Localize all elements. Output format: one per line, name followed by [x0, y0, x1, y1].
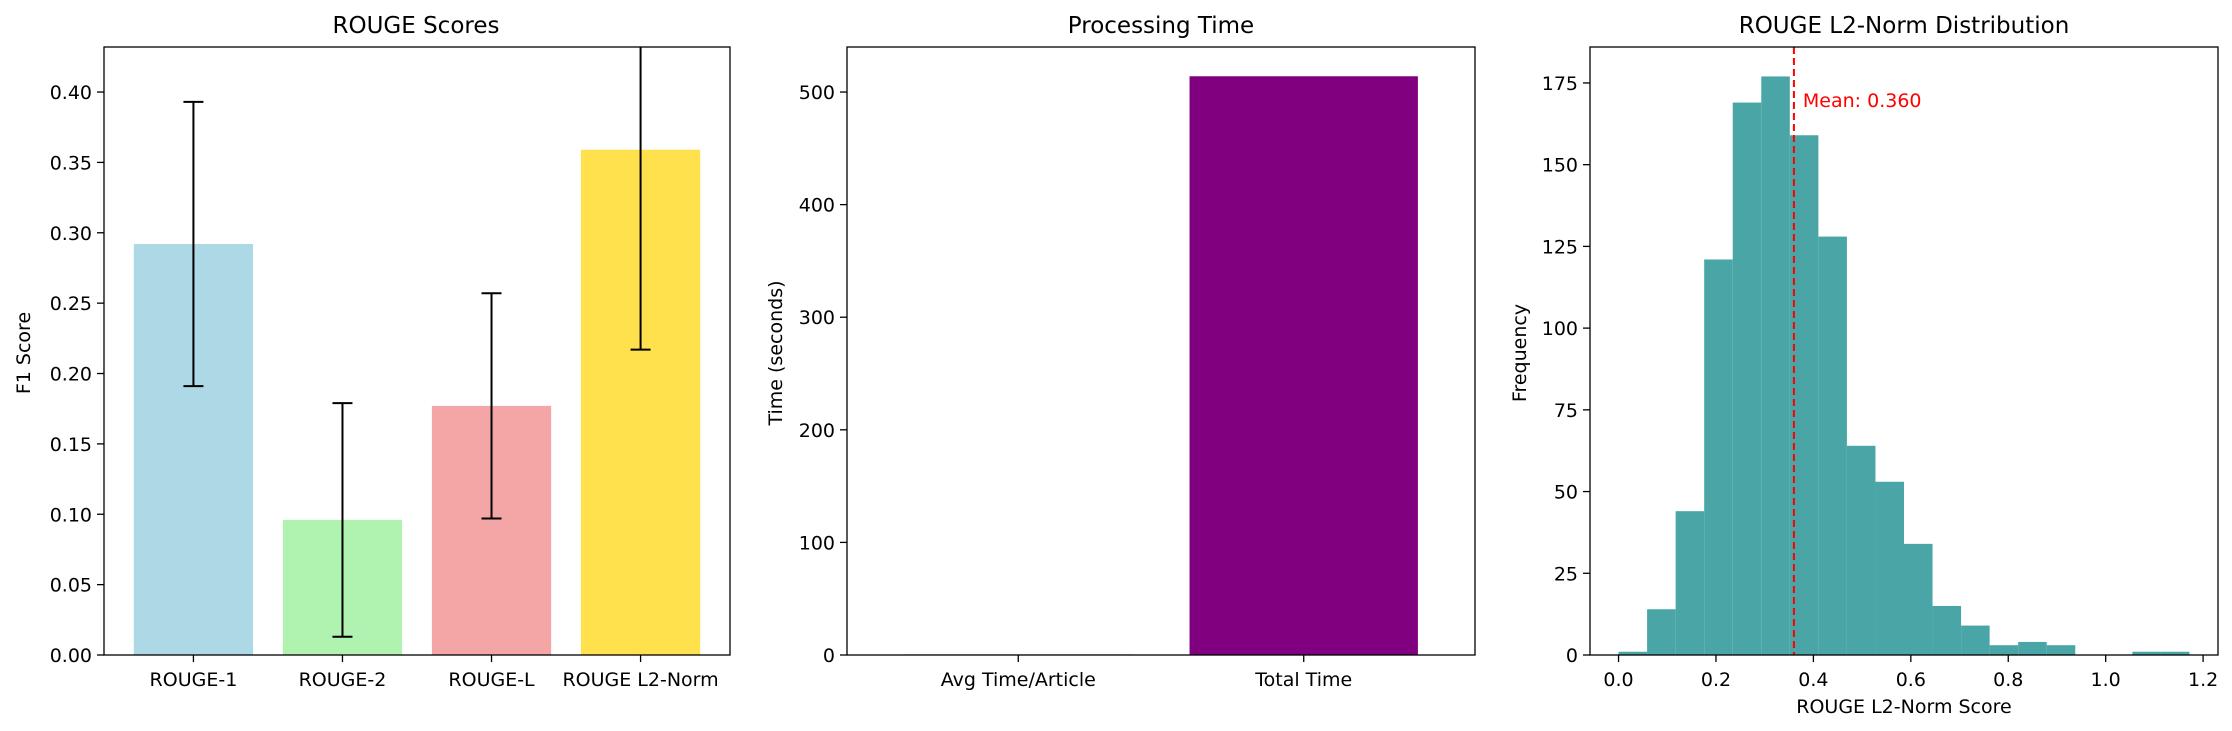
- mean-annotation: Mean: 0.360: [1803, 90, 1922, 112]
- y-tick-label: 50: [1554, 482, 1578, 504]
- chart-l2norm-distribution: Mean: 0.360 0 25 50 75 100 125 150 175 0.0 0.2 0.4 0…: [1509, 13, 2219, 718]
- y-tick-label: 0.35: [50, 152, 92, 174]
- x-tick-label: 1.0: [2091, 669, 2121, 691]
- x-tick-label: ROUGE-2: [299, 669, 387, 691]
- y-axis-label: Time (seconds): [765, 280, 787, 426]
- error-bars: [183, 47, 651, 638]
- chart-title: ROUGE Scores: [333, 13, 500, 39]
- y-tick-label: 0.10: [50, 504, 92, 526]
- y-tick-label: 0.30: [50, 223, 92, 245]
- y-tick-label: 0.05: [50, 575, 92, 597]
- chart-title: ROUGE L2-Norm Distribution: [1739, 13, 2070, 39]
- chart-processing-time-marks: 0 100 200 300 400 500 Avg Time/Article Total Ti…: [799, 46, 1476, 691]
- y-tick-label: 500: [799, 82, 835, 104]
- bar: [1189, 76, 1418, 656]
- y-tick-label: 150: [1542, 155, 1578, 177]
- histogram-bin: [1961, 625, 1990, 655]
- x-tick-label: Avg Time/Article: [941, 669, 1096, 691]
- y-tick-label: 0.40: [50, 82, 92, 104]
- histogram-bin: [1675, 511, 1705, 655]
- histogram-bin: [1647, 609, 1676, 655]
- y-tick-label: 0.15: [50, 434, 92, 456]
- x-tick-label: 0.6: [1896, 669, 1926, 691]
- y-tick-label: 0: [823, 645, 835, 667]
- chart-title: Processing Time: [1068, 13, 1254, 39]
- y-tick-label: 0.20: [50, 364, 92, 386]
- histogram-bin: [1846, 445, 1876, 655]
- chart-rouge-scores-marks: 0.00 0.05 0.10 0.15 0.20 0.25 0.30 0.35 0.40 ROUG…: [50, 46, 731, 691]
- histogram-bin: [2046, 645, 2076, 655]
- x-tick-label: ROUGE-L: [448, 669, 535, 691]
- histogram-bin: [1732, 102, 1762, 656]
- y-axis-label: Frequency: [1509, 304, 1531, 402]
- y-tick-label: 175: [1542, 73, 1578, 95]
- x-tick-label: ROUGE-1: [150, 669, 238, 691]
- histogram-bin: [1932, 605, 1962, 655]
- y-tick-label: 25: [1554, 563, 1578, 585]
- y-tick-label: 100: [799, 532, 835, 554]
- histogram-bin: [1818, 236, 1847, 655]
- axes-frame: [103, 46, 731, 656]
- x-tick-label: 1.2: [2188, 669, 2218, 691]
- x-tick-label: 0.8: [1993, 669, 2023, 691]
- axes-frame: [846, 46, 1476, 656]
- y-tick-label: 0: [1566, 645, 1578, 667]
- chart-rouge-scores: 0.00 0.05 0.10 0.15 0.20 0.25 0.30 0.35 0.40 ROUG…: [13, 13, 731, 691]
- chart-l2norm-distribution-marks: Mean: 0.360 0 25 50 75 100 125 150 175 0.0 0.2 0.4 0…: [1542, 46, 2219, 691]
- chart-processing-time: 0 100 200 300 400 500 Avg Time/Article Total Ti…: [765, 13, 1476, 691]
- histogram-bin: [2132, 651, 2161, 655]
- histogram-bin: [1704, 259, 1733, 655]
- x-tick-label: 0.4: [1798, 669, 1828, 691]
- y-tick-label: 200: [799, 420, 835, 442]
- y-tick-label: 300: [799, 307, 835, 329]
- histogram-bin: [1989, 645, 2019, 655]
- histogram-bin: [1618, 651, 1648, 655]
- histogram-bin: [1904, 543, 1933, 655]
- x-tick-label: Total Time: [1254, 669, 1352, 691]
- y-axis-label: F1 Score: [13, 312, 35, 394]
- y-tick-label: 125: [1542, 236, 1578, 258]
- y-tick-label: 75: [1554, 400, 1578, 422]
- y-tick-label: 100: [1542, 318, 1578, 340]
- axes-frame: [1589, 46, 2219, 656]
- x-tick-label: ROUGE L2-Norm: [562, 669, 718, 691]
- x-axis-label: ROUGE L2-Norm Score: [1796, 696, 2011, 718]
- y-tick-label: 0.25: [50, 293, 92, 315]
- y-tick-label: 0.00: [50, 645, 92, 667]
- histogram-bin: [2018, 641, 2047, 655]
- histogram-bin: [1875, 481, 1904, 655]
- y-tick-label: 400: [799, 195, 835, 217]
- histogram-bin: [1761, 76, 1790, 655]
- x-tick-label: 0.0: [1603, 669, 1633, 691]
- x-tick-label: 0.2: [1701, 669, 1731, 691]
- histogram-bin: [2160, 651, 2190, 655]
